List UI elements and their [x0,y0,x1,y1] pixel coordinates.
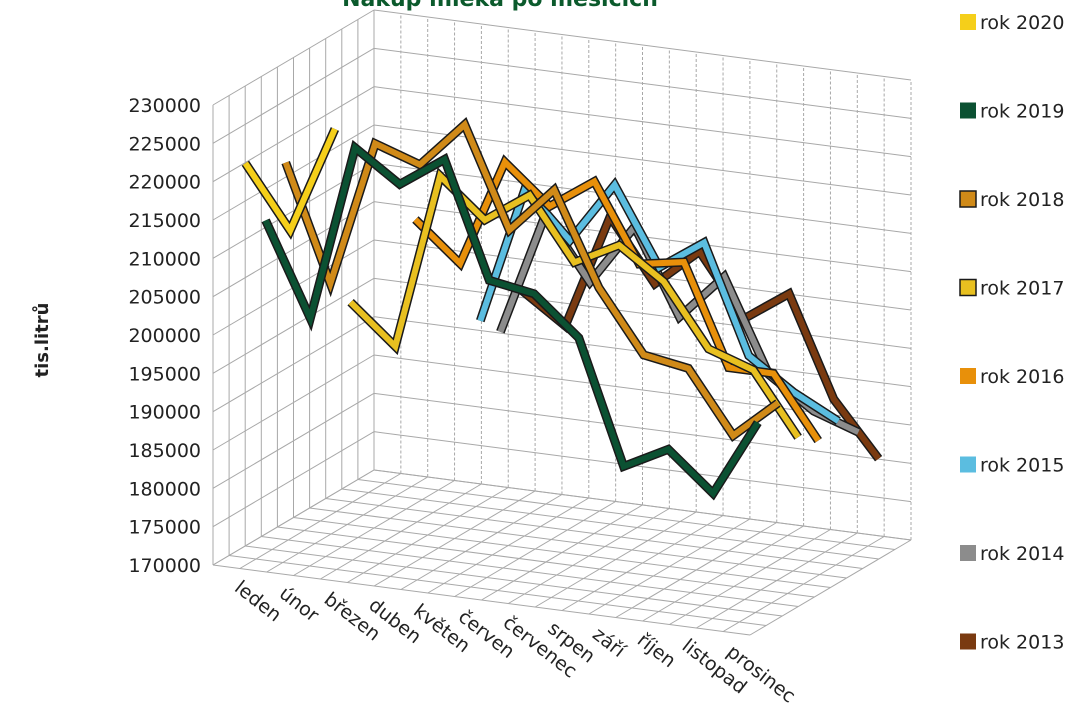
y-tick-label: 205000 [128,287,201,309]
x-tick-label: říjen [633,629,680,672]
legend-label: rok 2014 [980,543,1064,565]
legend-swatch [960,633,976,650]
y-tick-label: 170000 [128,555,201,577]
series-line [518,210,881,461]
series-line [242,127,338,237]
legend-swatch [960,102,976,119]
y-tick-label: 185000 [128,440,201,462]
legend-label: rok 2019 [980,101,1064,123]
legend-label: rok 2013 [980,632,1064,654]
legend: rok 2020 rok 2019 rok 2018 rok 2017 rok 2016… [959,12,1064,654]
y-tick-label: 230000 [128,95,201,117]
y-axis-ticks: 170000 175000 180000 185000 190000 195000 2000… [128,95,201,577]
legend-swatch [960,545,976,561]
grid [212,9,912,636]
y-tick-label: 210000 [128,248,201,270]
y-tick-label: 215000 [128,210,201,232]
legend-label: rok 2016 [980,366,1064,388]
legend-swatch [960,368,976,384]
legend-label: rok 2020 [980,12,1064,34]
legend-label: rok 2018 [980,189,1064,211]
y-tick-label: 180000 [128,478,201,500]
y-tick-label: 200000 [128,325,201,347]
legend-label: rok 2017 [980,278,1064,300]
series-line [282,119,780,440]
legend-label: rok 2015 [980,455,1064,477]
x-tick-label: únor [275,582,323,626]
series-lines [241,117,883,501]
x-tick-label: září [588,623,629,662]
y-tick-label: 175000 [128,517,201,539]
legend-swatch [960,14,976,30]
x-tick-label: leden [230,577,285,627]
y-tick-label: 195000 [128,363,201,385]
y-tick-label: 190000 [128,402,201,424]
legend-swatch [960,456,976,473]
x-axis-ticks: ledenúnorbřezendubenkvětenčervenčervenec… [230,577,799,708]
legend-swatch [959,190,977,208]
series-line [348,170,801,439]
legend-swatch [959,278,977,297]
series-line-outline [412,154,822,444]
series-line [262,142,761,499]
series-line [413,156,821,443]
y-axis-label: tis.litrů [31,303,53,378]
chart-title: Nákup mléka po měsících [342,0,658,12]
y-tick-label: 225000 [128,133,201,155]
y-tick-label: 220000 [128,172,201,194]
